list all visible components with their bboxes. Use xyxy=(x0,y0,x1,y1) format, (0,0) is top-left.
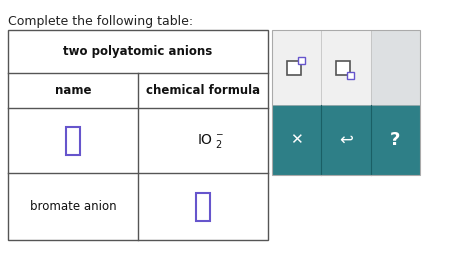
Text: 2: 2 xyxy=(215,140,221,150)
Text: bromate anion: bromate anion xyxy=(30,200,116,213)
Bar xyxy=(321,30,371,105)
Bar xyxy=(298,56,305,63)
Bar xyxy=(347,72,354,79)
Bar xyxy=(272,30,420,175)
Text: ?: ? xyxy=(390,131,401,149)
Text: Complete the following table:: Complete the following table: xyxy=(8,15,193,28)
Bar xyxy=(196,192,210,221)
Bar xyxy=(336,60,350,75)
Text: name: name xyxy=(55,84,91,97)
Bar xyxy=(66,127,80,154)
Bar xyxy=(272,30,321,105)
Bar xyxy=(287,60,301,75)
Text: IO: IO xyxy=(198,133,213,147)
Text: −: − xyxy=(215,129,222,138)
Text: two polyatomic anions: two polyatomic anions xyxy=(64,45,213,58)
Text: chemical formula: chemical formula xyxy=(146,84,260,97)
Bar xyxy=(371,30,420,105)
Text: ✕: ✕ xyxy=(290,133,303,147)
Bar xyxy=(8,30,268,240)
Text: ↩: ↩ xyxy=(339,131,353,149)
Bar xyxy=(272,105,420,175)
